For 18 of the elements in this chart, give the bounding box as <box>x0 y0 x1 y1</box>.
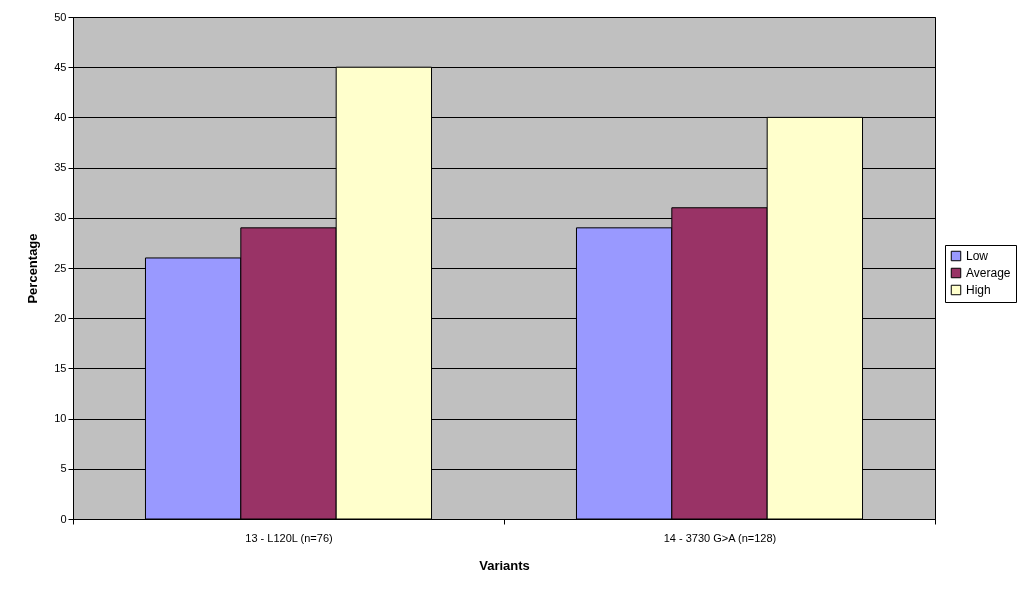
y-tick-label: 10 <box>54 412 67 425</box>
x-tick-label: 13 - L120L (n=76) <box>245 531 333 544</box>
y-tick-label: 25 <box>54 261 67 274</box>
x-axis-title: Variants <box>479 557 530 573</box>
legend-label: High <box>966 283 991 297</box>
y-tick-label: 15 <box>54 361 67 374</box>
y-tick-label: 5 <box>60 462 67 475</box>
x-tick-label: 14 - 3730 G>A (n=128) <box>663 531 777 544</box>
legend-label: Average <box>966 266 1011 280</box>
y-tick-label: 40 <box>54 110 67 123</box>
y-tick-label: 0 <box>60 512 67 525</box>
y-tick-label: 45 <box>54 60 67 73</box>
y-tick-label: 30 <box>54 211 67 224</box>
y-axis-title: Percentage <box>25 233 41 304</box>
y-tick-label: 50 <box>54 10 67 23</box>
y-tick-label: 20 <box>54 311 67 324</box>
y-tick-label: 35 <box>54 161 67 174</box>
legend-label: Low <box>966 249 989 263</box>
